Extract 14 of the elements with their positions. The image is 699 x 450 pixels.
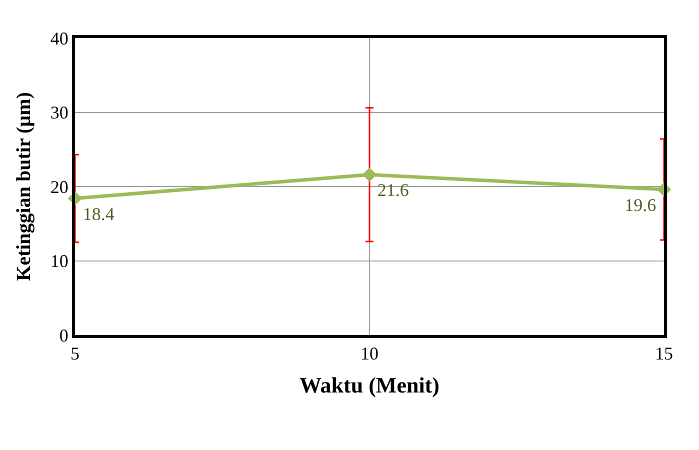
y-tick-label: 40 (50, 28, 68, 48)
y-tick-label: 0 (59, 325, 68, 346)
x-axis-title: Waktu (Menit) (300, 372, 440, 398)
y-tick-label: 10 (50, 251, 68, 272)
x-tick-label: 5 (70, 344, 80, 364)
x-tick-label: 15 (655, 344, 673, 364)
y-tick-label: 30 (50, 102, 68, 123)
data-label: 18.4 (82, 204, 114, 224)
point (362, 167, 377, 182)
data-label: 21.6 (377, 180, 409, 200)
data-label: 19.6 (624, 194, 656, 215)
x-tick-label: 10 (360, 344, 378, 364)
y-axis-title: Ketinggian butir (µm) (12, 92, 35, 281)
y-tick-label: 20 (50, 176, 68, 197)
